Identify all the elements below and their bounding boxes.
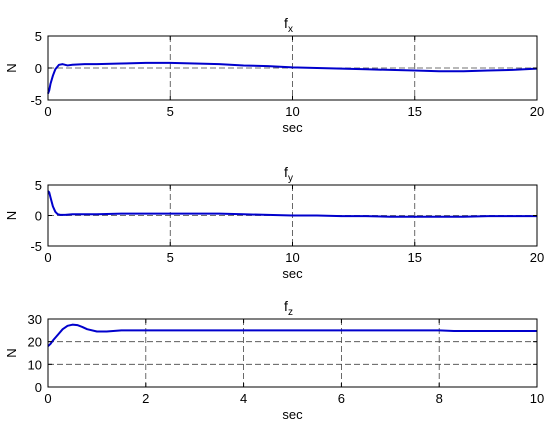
x-tick-label: 5 <box>167 250 174 265</box>
series-line <box>47 61 538 94</box>
y-tick-label: -5 <box>30 93 42 108</box>
subplot-title: fx <box>284 15 293 35</box>
x-tick-label: 8 <box>436 391 443 406</box>
x-tick-label: 0 <box>44 391 51 406</box>
x-tick-label: 2 <box>142 391 149 406</box>
y-axis-label: N <box>4 63 19 72</box>
y-tick-label: 0 <box>35 209 42 224</box>
x-tick-label: 10 <box>530 391 544 406</box>
x-tick-label: 20 <box>530 250 544 265</box>
subplot-3: 0 2 4 6 8 10 0 10 20 30 fz sec N <box>4 298 544 422</box>
y-tick-label: 0 <box>35 380 42 395</box>
y-tick-label: 20 <box>28 335 42 350</box>
y-tick-label: 0 <box>35 61 42 76</box>
series-line <box>47 323 537 347</box>
y-tick-label: 30 <box>28 312 42 327</box>
x-axis-label: sec <box>282 266 303 281</box>
x-tick-label: 0 <box>44 250 51 265</box>
x-tick-label: 10 <box>285 250 299 265</box>
x-tick-label: 15 <box>408 104 422 119</box>
x-axis-label: sec <box>282 407 303 422</box>
subplot-title: fy <box>284 164 293 184</box>
x-tick-label: 5 <box>167 104 174 119</box>
x-axis-label: sec <box>282 120 303 135</box>
y-tick-label: 5 <box>35 178 42 193</box>
x-tick-label: 10 <box>285 104 299 119</box>
y-axis-label: N <box>4 348 19 357</box>
subplot-title: fz <box>284 298 293 318</box>
x-tick-label: 20 <box>530 104 544 119</box>
x-tick-label: 4 <box>240 391 247 406</box>
y-tick-label: -5 <box>30 239 42 254</box>
y-tick-label: 10 <box>28 357 42 372</box>
y-tick-label: 5 <box>35 29 42 44</box>
y-axis-label: N <box>4 211 19 220</box>
axes-box <box>47 318 538 388</box>
x-tick-label: 0 <box>44 104 51 119</box>
series-line <box>47 190 537 218</box>
x-tick-label: 15 <box>408 250 422 265</box>
x-tick-label: 6 <box>338 391 345 406</box>
